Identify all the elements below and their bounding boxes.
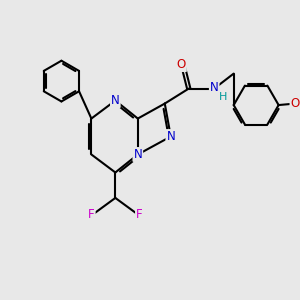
Text: O: O bbox=[177, 58, 186, 71]
Text: F: F bbox=[136, 208, 142, 221]
Text: F: F bbox=[88, 208, 95, 221]
Text: H: H bbox=[219, 92, 227, 102]
Text: N: N bbox=[134, 148, 142, 161]
Text: O: O bbox=[290, 97, 300, 110]
Text: N: N bbox=[210, 81, 219, 94]
Text: N: N bbox=[111, 94, 120, 107]
Text: N: N bbox=[167, 130, 175, 143]
